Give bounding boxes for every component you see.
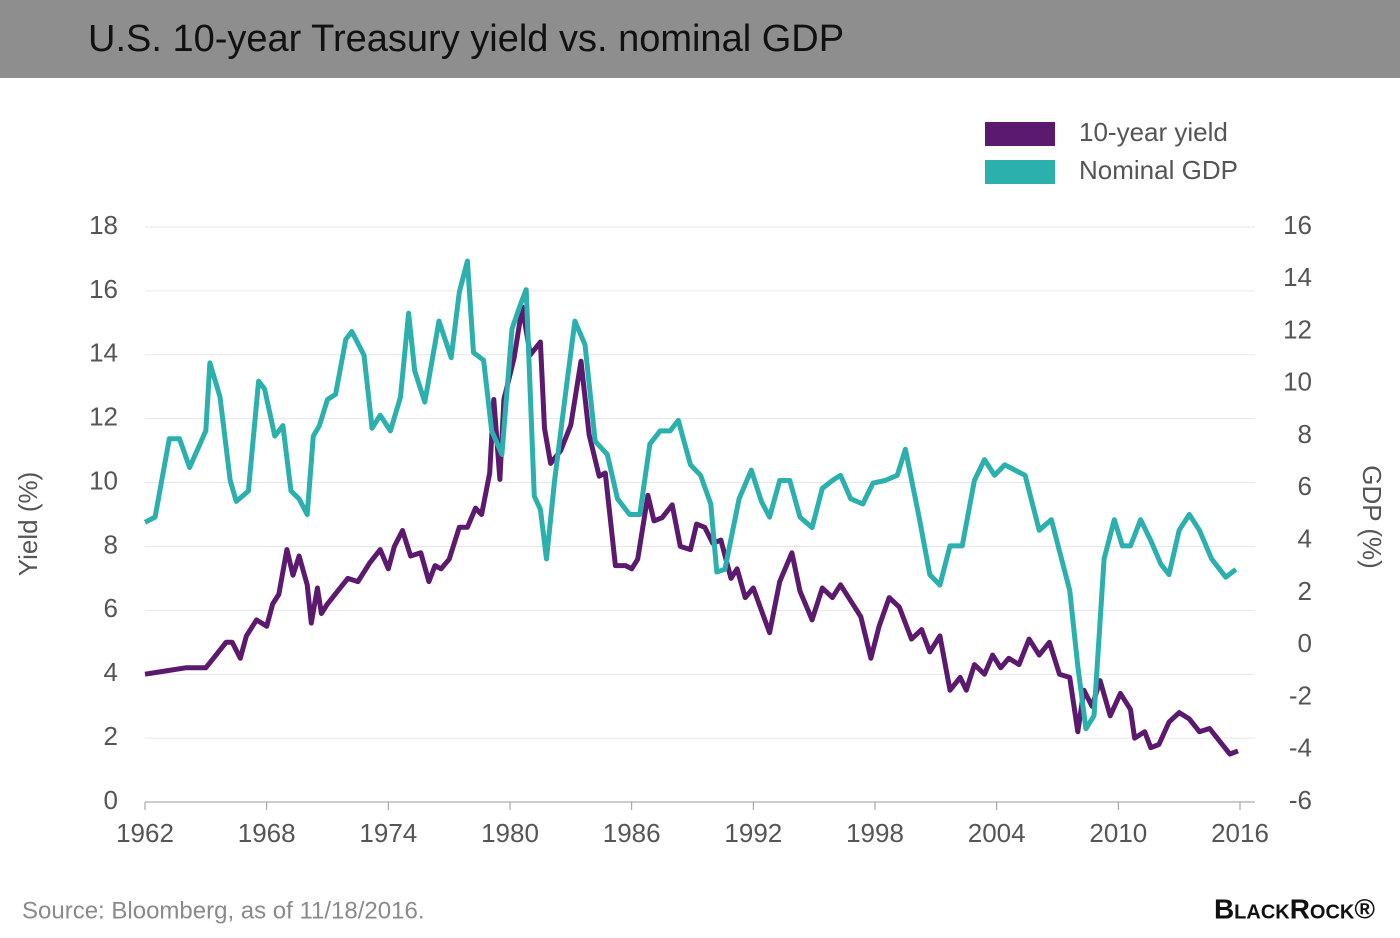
- y2-axis-title: GDP (%): [1357, 465, 1387, 569]
- y2-tick-label: -4: [1289, 733, 1312, 763]
- legend-label: Nominal GDP: [1079, 155, 1238, 185]
- y2-tick-label: 0: [1298, 628, 1312, 658]
- y-tick-label: 6: [104, 593, 118, 623]
- y2-tick-label: 6: [1298, 471, 1312, 501]
- source-note: Source: Bloomberg, as of 11/18/2016.: [22, 897, 424, 924]
- y-tick-label: 4: [104, 657, 118, 687]
- x-tick-label: 2004: [968, 818, 1026, 848]
- y-axis-title: Yield (%): [13, 472, 43, 577]
- y2-tick-label: -2: [1289, 680, 1312, 710]
- y-tick-label: 12: [89, 402, 118, 432]
- y2-tick-label: 12: [1283, 314, 1312, 344]
- legend-swatch: [985, 160, 1055, 184]
- y-tick-label: 16: [89, 274, 118, 304]
- y2-tick-label: 10: [1283, 367, 1312, 397]
- x-tick-label: 1980: [481, 818, 539, 848]
- legend-label: 10-year yield: [1079, 117, 1228, 147]
- x-tick-label: 2016: [1211, 818, 1269, 848]
- series-line: [144, 304, 1239, 757]
- y-tick-label: 0: [104, 785, 118, 815]
- x-tick-label: 1986: [603, 818, 661, 848]
- y-tick-label: 10: [89, 465, 118, 495]
- y2-tick-label: 4: [1298, 524, 1312, 554]
- y2-tick-label: 16: [1283, 210, 1312, 240]
- y-tick-label: 8: [104, 529, 118, 559]
- chart-title: U.S. 10-year Treasury yield vs. nominal …: [88, 18, 844, 60]
- x-tick-label: 2010: [1089, 818, 1147, 848]
- x-tick-label: 1968: [238, 818, 296, 848]
- y-tick-label: 2: [104, 721, 118, 751]
- x-tick-label: 1974: [359, 818, 417, 848]
- x-tick-label: 1992: [724, 818, 782, 848]
- header-bar: [0, 0, 1400, 78]
- x-tick-label: 1962: [116, 818, 174, 848]
- y2-tick-label: -6: [1289, 785, 1312, 815]
- y2-tick-label: 14: [1283, 262, 1312, 292]
- series-line: [143, 258, 1238, 732]
- y2-tick-label: 8: [1298, 419, 1312, 449]
- brand-logo: BlackRock®: [1214, 893, 1375, 924]
- y-tick-label: 14: [89, 338, 118, 368]
- legend-swatch: [985, 122, 1055, 146]
- y-tick-label: 18: [89, 210, 118, 240]
- x-tick-label: 1998: [846, 818, 904, 848]
- y2-tick-label: 2: [1298, 576, 1312, 606]
